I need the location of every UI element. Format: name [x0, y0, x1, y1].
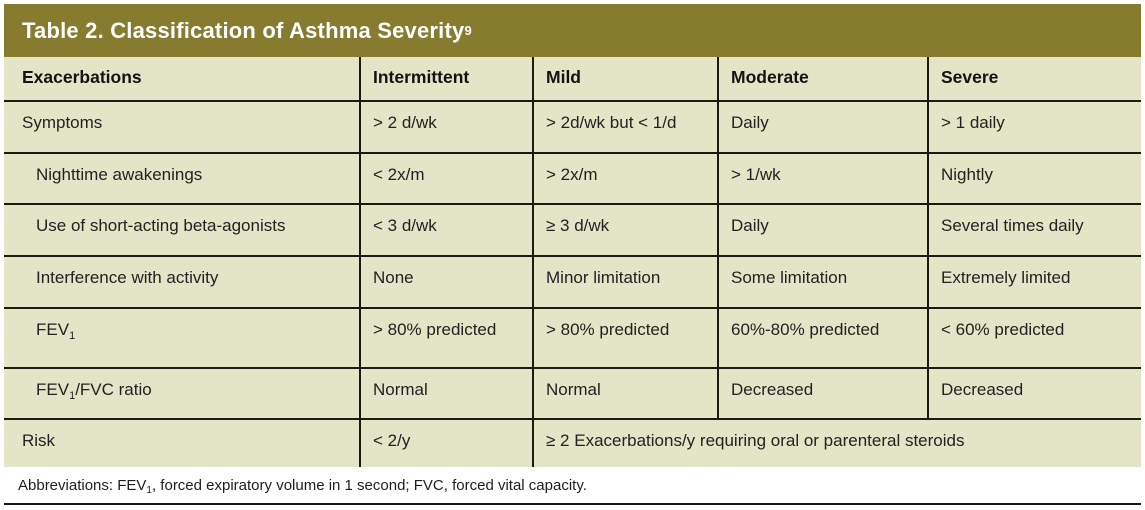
- table-title-reference-number: 9: [464, 23, 472, 38]
- footnote-abbreviations: Abbreviations: FEV1, forced expiratory v…: [18, 477, 587, 496]
- row-label: Use of short-acting beta-agonists: [4, 203, 361, 257]
- cell: > 80% predicted: [359, 307, 534, 369]
- row-label: Nighttime awakenings: [4, 152, 361, 205]
- row-label: Interference with activity: [4, 255, 361, 309]
- cell: > 1 daily: [927, 100, 1141, 154]
- cell: Daily: [717, 203, 929, 257]
- cell: > 80% predicted: [532, 307, 719, 369]
- row-label: Risk: [4, 418, 361, 467]
- row-symptoms: Symptoms > 2 d/wk > 2d/wk but < 1/d Dail…: [4, 100, 1141, 154]
- row-risk: Risk < 2/y ≥ 2 Exacerbations/y requiring…: [4, 418, 1141, 467]
- row-label: FEV1: [4, 307, 361, 369]
- cell: Several times daily: [927, 203, 1141, 257]
- subscript: 1: [146, 485, 152, 496]
- cell: Daily: [717, 100, 929, 154]
- subscript: 1: [69, 330, 76, 342]
- cell: > 2x/m: [532, 152, 719, 205]
- row-nighttime-awakenings: Nighttime awakenings < 2x/m > 2x/m > 1/w…: [4, 152, 1141, 205]
- cell: None: [359, 255, 534, 309]
- cell: ≥ 3 d/wk: [532, 203, 719, 257]
- cell: > 2 d/wk: [359, 100, 534, 154]
- table-title-bar: Table 2. Classification of Asthma Severi…: [4, 4, 1141, 57]
- row-label: FEV1/FVC ratio: [4, 367, 361, 420]
- row-fev1-fvc-ratio: FEV1/FVC ratio Normal Normal Decreased D…: [4, 367, 1141, 420]
- column-header-moderate: Moderate: [717, 57, 929, 102]
- column-header-intermittent: Intermittent: [359, 57, 534, 102]
- subscript: 1: [69, 390, 76, 402]
- cell: Minor limitation: [532, 255, 719, 309]
- cell: Nightly: [927, 152, 1141, 205]
- cell: < 3 d/wk: [359, 203, 534, 257]
- table-title: Table 2. Classification of Asthma Severi…: [22, 17, 465, 43]
- bottom-rule: [4, 503, 1141, 505]
- cell: < 2/y: [359, 418, 534, 467]
- row-fev1: FEV1 > 80% predicted > 80% predicted 60%…: [4, 307, 1141, 369]
- cell: Extremely limited: [927, 255, 1141, 309]
- cell: Some limitation: [717, 255, 929, 309]
- cell: Decreased: [717, 367, 929, 420]
- column-header-mild: Mild: [532, 57, 719, 102]
- cell: 60%-80% predicted: [717, 307, 929, 369]
- cell-risk-spanning: ≥ 2 Exacerbations/y requiring oral or pa…: [532, 418, 1141, 467]
- row-short-acting-beta-agonists: Use of short-acting beta-agonists < 3 d/…: [4, 203, 1141, 257]
- row-interference-with-activity: Interference with activity None Minor li…: [4, 255, 1141, 309]
- cell: < 60% predicted: [927, 307, 1141, 369]
- cell: > 2d/wk but < 1/d: [532, 100, 719, 154]
- row-label: Symptoms: [4, 100, 361, 154]
- cell: Normal: [532, 367, 719, 420]
- cell: < 2x/m: [359, 152, 534, 205]
- cell: > 1/wk: [717, 152, 929, 205]
- cell: Decreased: [927, 367, 1141, 420]
- cell: Normal: [359, 367, 534, 420]
- asthma-severity-table: Exacerbations Intermittent Mild Moderate…: [4, 57, 1141, 467]
- header-row: Exacerbations Intermittent Mild Moderate…: [4, 57, 1141, 102]
- column-header-exacerbations: Exacerbations: [4, 57, 361, 102]
- column-header-severe: Severe: [927, 57, 1141, 102]
